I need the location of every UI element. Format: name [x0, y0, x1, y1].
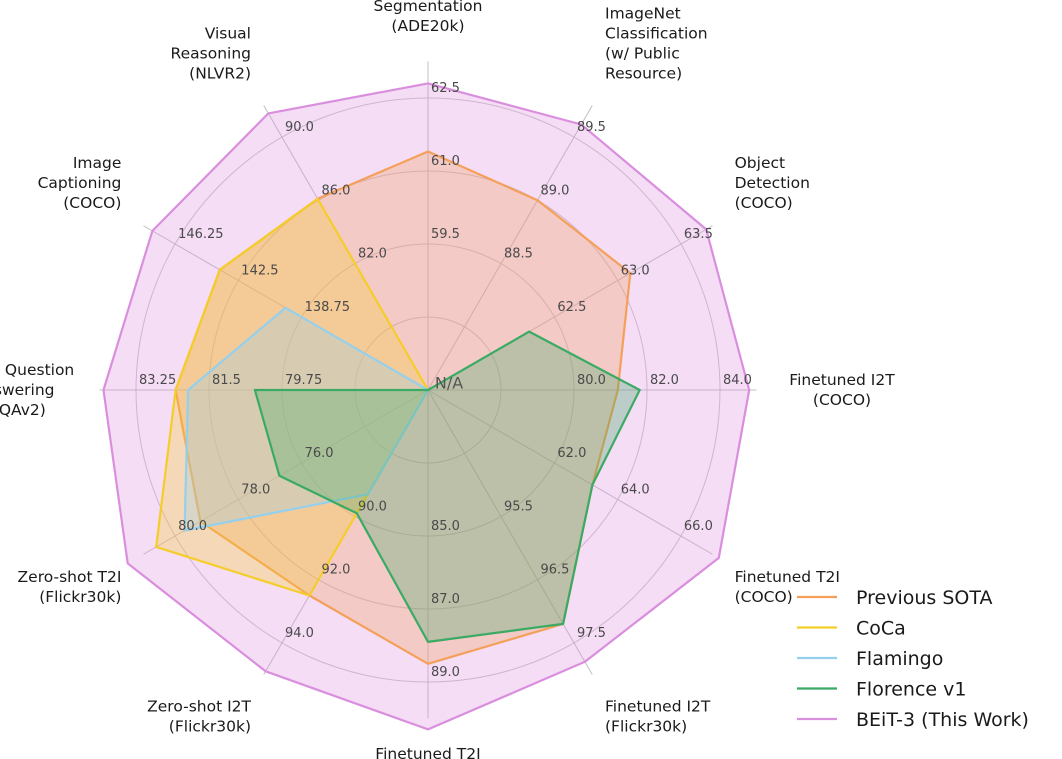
tick-label: 95.5	[504, 499, 533, 514]
tick-label: 79.75	[285, 373, 322, 388]
tick-label: 142.5	[241, 264, 278, 279]
axis-label: Visual Reasoning (NLVR2)	[171, 24, 251, 82]
radar-tick-labels: 80.0 82.0 84.0 62.5 63.0 63.5 88.5 89.0 89.5 59.5…	[139, 81, 752, 680]
tick-label: 96.5	[541, 563, 570, 578]
series-florence-v1	[253, 330, 641, 644]
tick-label: 84.0	[723, 373, 752, 388]
tick-label: 62.0	[557, 446, 586, 461]
tick-label: 80.0	[577, 373, 606, 388]
tick-label: 82.0	[650, 373, 679, 388]
tick-label: 87.0	[431, 592, 460, 607]
axis-label: Finetuned T2I (COCO)	[735, 568, 840, 606]
axis-label: Finetuned I2T (COCO)	[789, 371, 895, 409]
tick-label: 88.5	[504, 247, 533, 262]
tick-label: 64.0	[621, 483, 650, 498]
tick-label: 85.0	[431, 519, 460, 534]
tick-label: 89.0	[431, 665, 460, 680]
series-flamingo	[183, 306, 430, 532]
legend-entry-florence-v1: Florence v1	[856, 679, 966, 701]
tick-label: 82.0	[358, 247, 387, 262]
tick-label: 62.5	[557, 300, 586, 315]
axis-label: SemanticSegmentation(ADE20k)	[374, 0, 483, 35]
tick-label: 81.5	[212, 373, 241, 388]
series-beit-3-this-work	[102, 82, 751, 731]
tick-label: 63.0	[621, 264, 650, 279]
axis-label: Object Detection (COCO)	[735, 154, 810, 212]
axis-label: Finetuned I2T (Flickr30k)	[605, 698, 711, 736]
axis-spoke	[427, 389, 593, 675]
tick-label: 86.0	[322, 183, 351, 198]
axis-label: Image Captioning (COCO)	[38, 154, 122, 212]
tick-label: 80.0	[178, 519, 207, 534]
tick-label: 146.25	[178, 227, 224, 242]
axis-label: Visual QuestionAnswering(VQAv2)	[0, 361, 74, 419]
tick-label: 59.5	[431, 227, 460, 242]
tick-label: 138.75	[305, 300, 351, 315]
legend: Previous SOTA CoCa Flamingo Florence v1 BEiT…	[797, 587, 1029, 731]
tick-label: 90.0	[285, 120, 314, 135]
axis-spoke	[427, 105, 593, 391]
tick-label: 78.0	[241, 483, 270, 498]
axis-spoke	[427, 389, 713, 555]
axis-label: Finetuned T2I(Flickr30k)	[375, 745, 480, 759]
axis-label: Zero-shot T2I (Flickr30k)	[18, 568, 122, 606]
tick-label: 97.5	[577, 626, 606, 641]
tick-label: 89.0	[541, 183, 570, 198]
legend-entry-beit-3-this-work: BEiT-3 (This Work)	[856, 709, 1029, 731]
legend-entry-previous-sota: Previous SOTA	[856, 587, 992, 609]
tick-label: 76.0	[305, 446, 334, 461]
axis-label: Zero-shot I2T (Flickr30k)	[147, 698, 251, 736]
tick-label: 66.0	[684, 519, 713, 534]
tick-label: 92.0	[322, 563, 351, 578]
axis-spoke	[143, 389, 429, 555]
radar-series	[102, 82, 751, 731]
legend-entry-flamingo: Flamingo	[856, 648, 943, 670]
tick-label: 90.0	[358, 499, 387, 514]
axis-label: ImageNet Classification (w/ Public Resource…	[605, 4, 708, 82]
tick-label: 94.0	[285, 626, 314, 641]
tick-label: 63.5	[684, 227, 713, 242]
legend-entry-coca: CoCa	[856, 618, 906, 640]
tick-label: 62.5	[431, 81, 460, 96]
tick-label: 61.0	[431, 154, 460, 169]
radar-axis-labels: Finetuned I2T (COCO) Object Detection (COCO)…	[0, 0, 895, 759]
tick-label: 83.25	[139, 373, 176, 388]
center-label: N/A	[435, 374, 463, 393]
tick-label: 89.5	[577, 120, 606, 135]
